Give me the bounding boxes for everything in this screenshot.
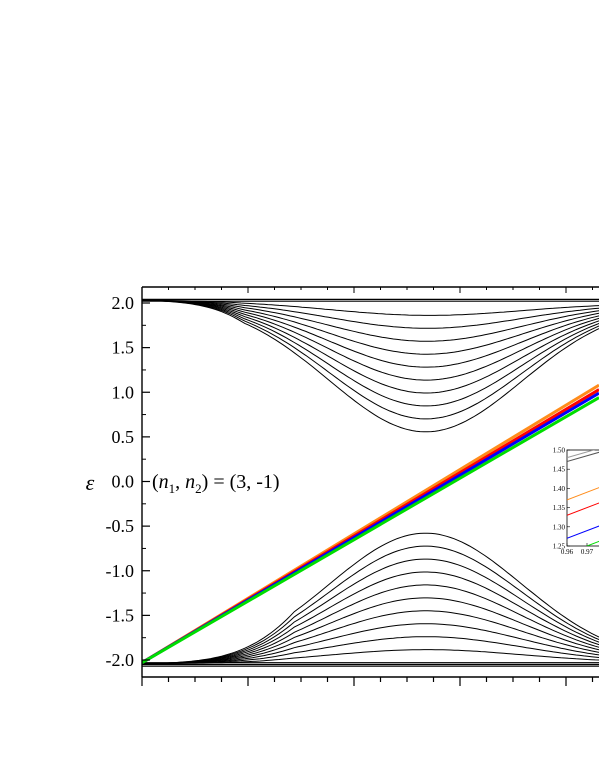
lower-band [142, 636, 599, 665]
inset-band-line [567, 451, 599, 463]
inset-edge-line [567, 525, 599, 539]
lower-band [142, 545, 599, 665]
energy-bands [142, 298, 599, 667]
inset-y-tick-label: 1.30 [553, 523, 566, 531]
upper-band [142, 299, 599, 394]
inset-band-line [567, 450, 596, 459]
lower-band [142, 532, 599, 665]
lower-band [142, 597, 599, 665]
lower-band [142, 584, 599, 665]
lower-band [142, 571, 599, 665]
upper-band [142, 299, 599, 407]
upper-band [142, 299, 599, 420]
inset-y-tick-label: 1.35 [553, 504, 566, 512]
inset-y-tick-label: 1.50 [553, 447, 566, 455]
y-tick-label: -1.5 [106, 605, 135, 625]
y-tick-label: -0.5 [106, 516, 135, 536]
x-axis-ticks [141, 287, 594, 686]
y-tick-label: 0.5 [112, 427, 135, 447]
upper-band [142, 299, 599, 355]
lower-band [142, 623, 599, 665]
upper-band [142, 299, 599, 329]
upper-band [142, 299, 599, 342]
inset-y-tick-label: 1.25 [553, 543, 566, 551]
upper-band [142, 299, 599, 368]
y-tick-label: 1.0 [112, 382, 135, 402]
y-tick-label: 1.5 [112, 338, 135, 358]
upper-band [142, 299, 599, 433]
lower-band [142, 558, 599, 665]
y-axis-label: ε [86, 470, 95, 495]
inset-zoom: 1.50 1.45 1.40 1.35 1.30 1.250.96 0.97 [553, 447, 599, 556]
lower-band [142, 610, 599, 665]
inset-edge-line [567, 502, 599, 516]
winding-annotation: (n1, n2) = (3, -1) [152, 471, 280, 496]
edge-states [142, 383, 599, 664]
inset-y-tick-label: 1.40 [553, 485, 566, 493]
inset-x-tick-label: 0.96 [561, 548, 574, 556]
inset-x-tick-label: 0.97 [581, 548, 594, 556]
y-tick-label: 2.0 [112, 293, 135, 313]
y-tick-label: -1.0 [106, 561, 135, 581]
upper-band [142, 299, 599, 381]
y-tick-label: -2.0 [106, 650, 135, 670]
y-axis-ticks: 2.0 1.5 1.0 0.5 0.0 -0.5 -1.0 -1.5 -2.0 [106, 293, 150, 670]
inset-edge-line [567, 487, 599, 501]
inset-y-tick-label: 1.45 [553, 466, 566, 474]
y-tick-label: 0.0 [112, 472, 135, 492]
edge-state-line [142, 396, 599, 664]
